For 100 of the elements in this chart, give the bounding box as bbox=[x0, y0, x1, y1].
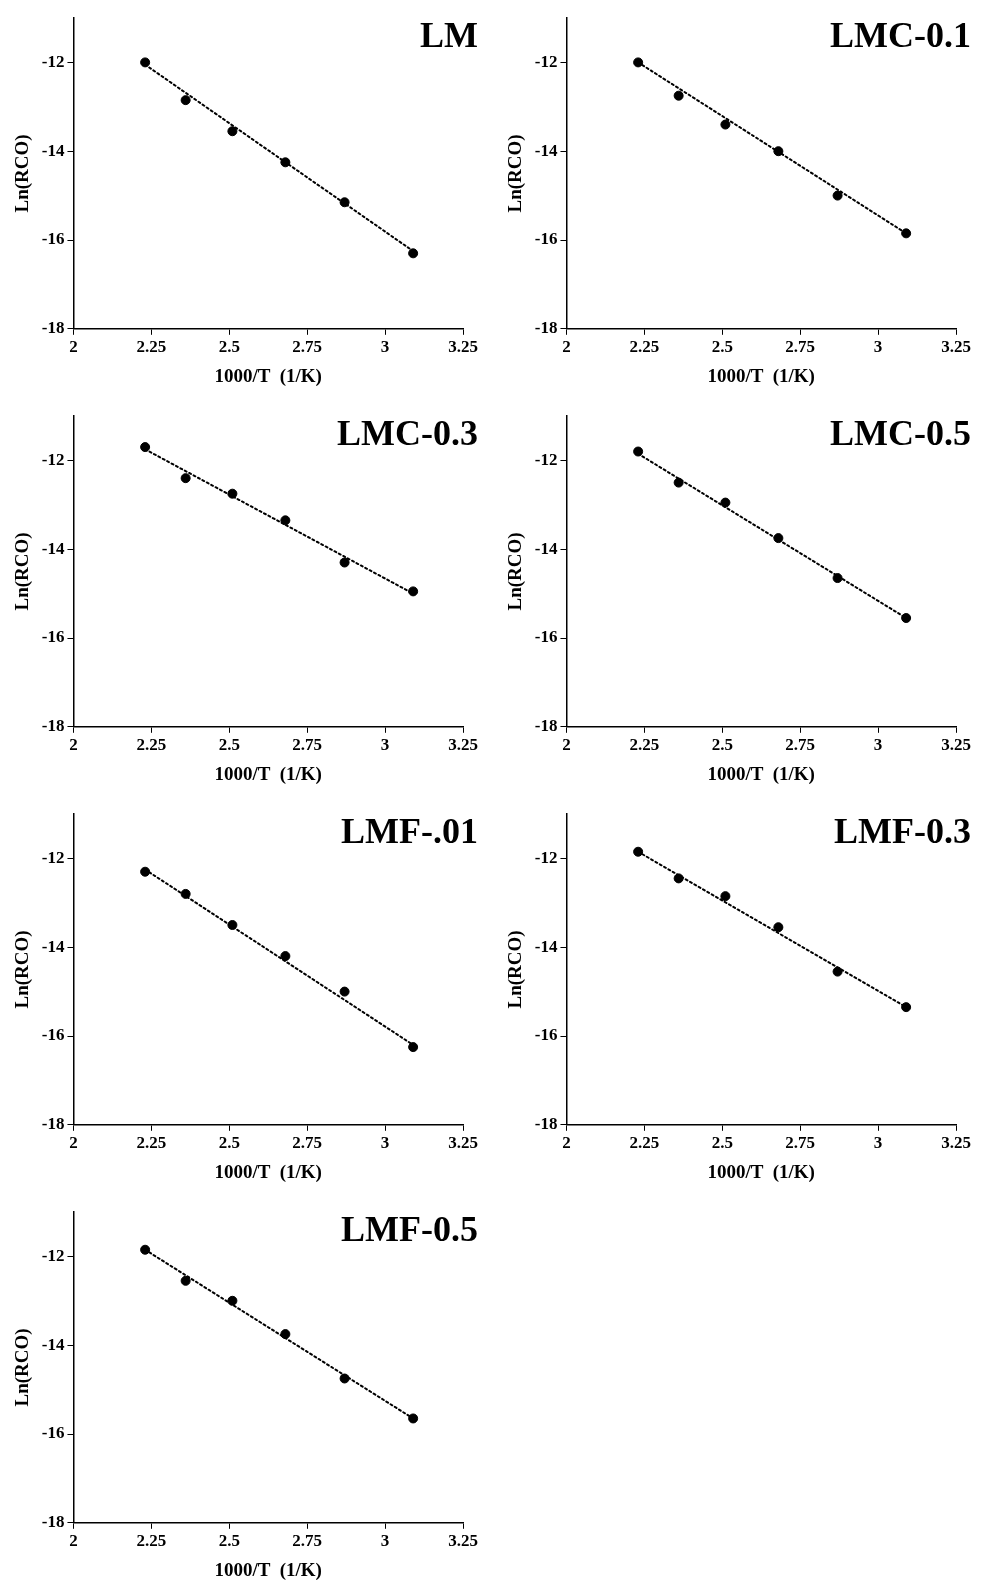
x-tick-label: 2 bbox=[562, 337, 571, 357]
y-axis-title: Ln(RCO) bbox=[504, 930, 527, 1009]
x-tick-label: 2 bbox=[69, 735, 78, 755]
point bbox=[773, 533, 784, 544]
y-tick-label: -16 bbox=[41, 1423, 65, 1443]
point bbox=[280, 1329, 291, 1340]
point bbox=[633, 846, 644, 857]
x-tick-label: 3.25 bbox=[448, 735, 478, 755]
x-tick-label: 3 bbox=[873, 1133, 883, 1153]
point bbox=[339, 557, 350, 568]
x-tick-label: 2.5 bbox=[711, 735, 733, 755]
y-tick-label: -14 bbox=[41, 1334, 65, 1354]
y-tick-label: -12 bbox=[534, 51, 558, 71]
point bbox=[339, 197, 350, 208]
x-tick-label: 2 bbox=[69, 1531, 78, 1551]
point bbox=[180, 888, 191, 899]
y-axis-title: Ln(RCO) bbox=[11, 134, 34, 213]
x-tick-label: 3.25 bbox=[941, 735, 971, 755]
x-tick-label: 2.5 bbox=[711, 1133, 733, 1153]
y-tick-label: -16 bbox=[41, 627, 65, 647]
x-tick-label: 3 bbox=[380, 1133, 390, 1153]
point bbox=[227, 488, 238, 499]
point bbox=[140, 57, 151, 68]
y-tick-label: -14 bbox=[41, 140, 65, 160]
x-tick-label: 3.25 bbox=[448, 1133, 478, 1153]
y-axis-title: Ln(RCO) bbox=[11, 532, 34, 611]
x-tick-label: 2.5 bbox=[218, 1133, 240, 1153]
point bbox=[140, 866, 151, 877]
point bbox=[180, 1275, 191, 1286]
point bbox=[339, 1373, 350, 1384]
y-tick-label: -12 bbox=[41, 51, 65, 71]
y-tick-label: -14 bbox=[41, 538, 65, 558]
point bbox=[408, 1042, 419, 1053]
point bbox=[408, 586, 419, 597]
y-tick-label: -16 bbox=[41, 1025, 65, 1045]
point bbox=[140, 1244, 151, 1255]
x-tick-label: 2 bbox=[562, 1133, 571, 1153]
point bbox=[832, 190, 843, 201]
y-tick-label: -14 bbox=[534, 936, 558, 956]
y-axis-title: Ln(RCO) bbox=[504, 532, 527, 611]
y-tick-label: -12 bbox=[534, 847, 558, 867]
point bbox=[773, 146, 784, 157]
point bbox=[901, 1002, 912, 1013]
y-tick-label: -12 bbox=[41, 1245, 65, 1265]
x-tick-label: 2.25 bbox=[136, 337, 167, 357]
x-tick-label: 3 bbox=[380, 1531, 390, 1551]
chart-title: LMC-0.3 bbox=[337, 413, 478, 454]
x-tick-label: 2.75 bbox=[292, 337, 323, 357]
point bbox=[280, 515, 291, 526]
point bbox=[673, 477, 684, 488]
x-tick-label: 2.5 bbox=[218, 735, 240, 755]
y-tick-label: -14 bbox=[534, 538, 558, 558]
x-tick-label: 2.75 bbox=[785, 735, 816, 755]
point bbox=[140, 442, 151, 453]
x-tick-label: 2.75 bbox=[292, 735, 323, 755]
x-tick-label: 2.75 bbox=[292, 1133, 323, 1153]
y-tick-label: -18 bbox=[534, 318, 558, 338]
x-tick-label: 2 bbox=[69, 1133, 78, 1153]
point bbox=[280, 157, 291, 168]
y-tick-label: -12 bbox=[534, 449, 558, 469]
y-tick-label: -18 bbox=[41, 1512, 65, 1532]
x-tick-label: 3 bbox=[380, 735, 390, 755]
point bbox=[773, 922, 784, 933]
y-tick-label: -16 bbox=[534, 627, 558, 647]
x-tick-label: 3 bbox=[380, 337, 390, 357]
y-tick-label: -14 bbox=[534, 140, 558, 160]
y-tick-label: -16 bbox=[534, 1025, 558, 1045]
chart-title: LMF-0.5 bbox=[341, 1209, 478, 1250]
chart-title: LMC-0.5 bbox=[830, 413, 971, 454]
x-tick-label: 3.25 bbox=[941, 337, 971, 357]
y-tick-label: -16 bbox=[41, 229, 65, 249]
x-tick-label: 3.25 bbox=[448, 337, 478, 357]
x-tick-label: 2.25 bbox=[629, 735, 660, 755]
x-tick-label: 2.75 bbox=[292, 1531, 323, 1551]
y-tick-label: -18 bbox=[534, 1114, 558, 1134]
point bbox=[901, 228, 912, 239]
point bbox=[180, 95, 191, 106]
point bbox=[227, 126, 238, 137]
point bbox=[339, 986, 350, 997]
x-tick-label: 3.25 bbox=[448, 1531, 478, 1551]
x-tick-label: 2.5 bbox=[218, 1531, 240, 1551]
y-axis-title: Ln(RCO) bbox=[11, 1328, 34, 1407]
x-tick-label: 2.25 bbox=[136, 735, 167, 755]
x-tick-label: 2.25 bbox=[629, 1133, 660, 1153]
point bbox=[720, 891, 731, 902]
point bbox=[901, 613, 912, 624]
point bbox=[673, 90, 684, 101]
x-tick-label: 2.25 bbox=[136, 1133, 167, 1153]
x-axis-title: 1000/T (1/K) bbox=[707, 364, 815, 387]
x-axis-title: 1000/T (1/K) bbox=[214, 364, 322, 387]
chart-title: LM bbox=[420, 15, 478, 56]
point bbox=[408, 248, 419, 259]
x-tick-label: 2 bbox=[69, 337, 78, 357]
y-axis-title: Ln(RCO) bbox=[11, 930, 34, 1009]
x-axis-title: 1000/T (1/K) bbox=[214, 762, 322, 785]
x-tick-label: 2.25 bbox=[629, 337, 660, 357]
point bbox=[832, 966, 843, 977]
point bbox=[227, 1295, 238, 1306]
x-tick-label: 3 bbox=[873, 735, 883, 755]
y-tick-label: -12 bbox=[41, 449, 65, 469]
